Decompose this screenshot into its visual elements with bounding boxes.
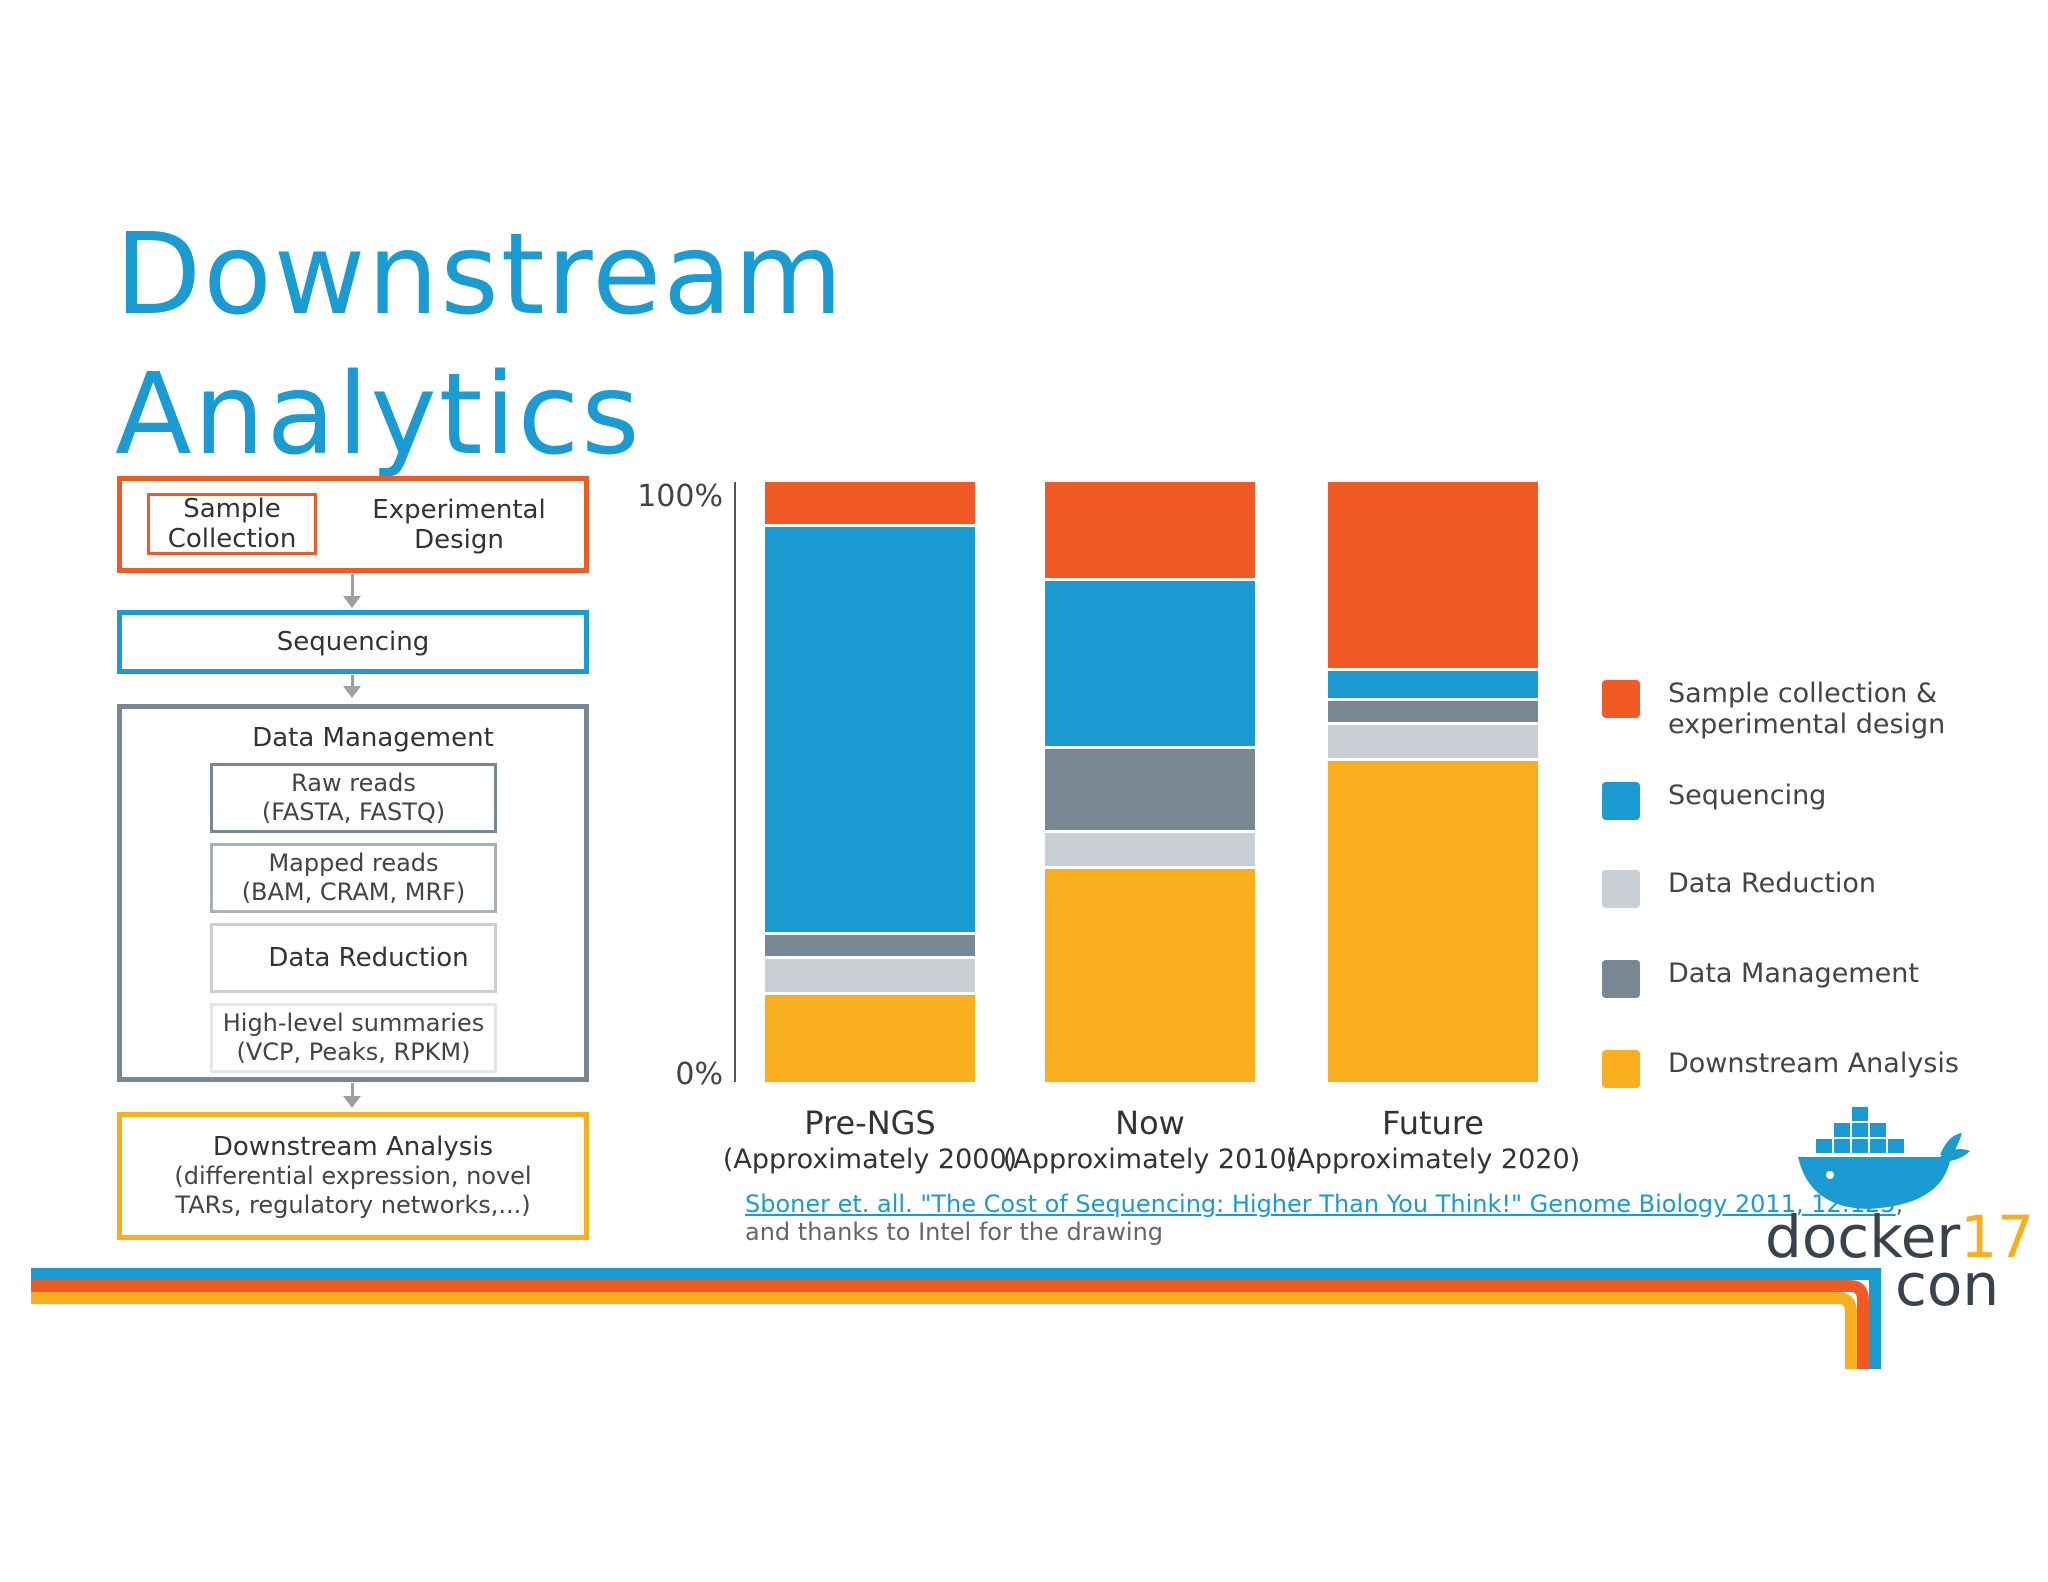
x-tick-label-3: Future [1382, 1104, 1484, 1142]
page-title-line2: Analytics [115, 350, 642, 480]
legend-swatch [1602, 782, 1640, 820]
page-title-line1: Downstream [115, 210, 845, 340]
downstream-line1: Downstream Analysis [212, 1132, 494, 1162]
sample-design-box: Sample Collection Experimental Design [117, 476, 589, 573]
flow-arrow-2-head [343, 686, 361, 698]
mapped-reads-line1: Mapped reads [268, 849, 439, 877]
bar-future-data-reduction [1328, 725, 1538, 758]
bar-pre-ngs-sample-collection-experimental-design [765, 482, 975, 524]
con-wordmark: con [1895, 1251, 2000, 1319]
x-tick-label-1: Pre-NGS [804, 1104, 935, 1142]
legend-label: Data Management [1668, 958, 1919, 989]
bar-now-downstream-analysis [1045, 869, 1255, 1082]
flow-arrow-1 [351, 574, 354, 598]
summaries-line1: High-level summaries [222, 1009, 485, 1037]
x-tick-sublabel-2: (Approximately 2010) [1003, 1144, 1297, 1175]
downstream-line3: TARs, regulatory networks,...) [175, 1191, 531, 1219]
experimental-design-line1: Experimental [372, 495, 546, 525]
page-title: Downstream Analytics [115, 205, 1015, 485]
bar-future-sequencing [1328, 671, 1538, 698]
legend-item-1: Sample collection & experimental design [1602, 678, 1968, 740]
flow-arrow-1-head [343, 596, 361, 608]
legend-swatch [1602, 870, 1640, 908]
data-management-label: Data Management [252, 723, 494, 753]
flow-arrow-3 [351, 1083, 354, 1098]
x-tick-sublabel-3: (Approximately 2020) [1286, 1144, 1580, 1175]
data-reduction-label: Data Reduction [268, 943, 469, 973]
experimental-design-line2: Design [414, 525, 504, 555]
legend-swatch [1602, 680, 1640, 718]
docker-number: 17 [1960, 1203, 2035, 1271]
legend-swatch [1602, 960, 1640, 998]
raw-reads-line1: Raw reads [291, 769, 416, 797]
raw-reads-line2: (FASTA, FASTQ) [261, 798, 446, 826]
mapped-reads-box: Mapped reads (BAM, CRAM, MRF) [210, 843, 497, 913]
summaries-line2: (VCP, Peaks, RPKM) [236, 1038, 471, 1066]
downstream-analysis-box: Downstream Analysis (differential expres… [117, 1112, 589, 1240]
experimental-design-label: Experimental Design [354, 491, 564, 559]
bar-pre-ngs-downstream-analysis [765, 995, 975, 1082]
legend-item-5: Downstream Analysis [1602, 1048, 1968, 1088]
summaries-box: High-level summaries (VCP, Peaks, RPKM) [210, 1003, 497, 1073]
docker-whale-icon [1798, 1107, 1970, 1209]
docker-wordmark: docker17 [1765, 1207, 2034, 1267]
data-management-box: Data Management Raw reads (FASTA, FASTQ)… [117, 704, 589, 1082]
bar-pre-ngs-sequencing [765, 527, 975, 932]
bar-future-data-management [1328, 701, 1538, 722]
downstream-line2: (differential expression, novel [174, 1162, 532, 1190]
legend-item-3: Data Reduction [1602, 868, 1968, 908]
citation-link[interactable]: Sboner et. all. "The Cost of Sequencing:… [745, 1190, 1896, 1218]
legend-item-4: Data Management [1602, 958, 1968, 998]
y-tick-label-0: 0% [675, 1057, 723, 1092]
bar-now-data-reduction [1045, 833, 1255, 866]
legend-item-2: Sequencing [1602, 780, 1968, 820]
sequencing-label: Sequencing [276, 627, 430, 657]
stacked-bar-chart: 100%0%Pre-NGS(Approximately 2000)Now(App… [640, 479, 1580, 1175]
flow-arrow-2 [351, 675, 354, 688]
stripe-yellow [31, 1292, 1857, 1369]
x-tick-label-2: Now [1115, 1104, 1185, 1142]
bar-future-sample-collection-experimental-design [1328, 482, 1538, 668]
x-tick-sublabel-1: (Approximately 2000) [723, 1144, 1017, 1175]
stripe-blue [31, 1268, 1881, 1369]
citation: Sboner et. all. "The Cost of Sequencing:… [745, 1190, 1903, 1246]
citation-thanks: and thanks to Intel for the drawing [745, 1218, 1164, 1246]
bar-pre-ngs-data-reduction [765, 959, 975, 992]
decorative-stripes [31, 1268, 1881, 1369]
legend-label: Data Reduction [1668, 868, 1877, 899]
bar-pre-ngs-data-management [765, 935, 975, 956]
flow-arrow-3-head [343, 1096, 361, 1108]
legend-label: Sequencing [1668, 780, 1827, 811]
legend-label: Sample collection & experimental design [1668, 678, 1946, 740]
docker-word: docker [1765, 1203, 1961, 1271]
mapped-reads-line2: (BAM, CRAM, MRF) [241, 878, 466, 906]
sequencing-box: Sequencing [117, 610, 589, 674]
sample-collection-box: Sample Collection [147, 493, 317, 555]
legend-swatch [1602, 1050, 1640, 1088]
dockercon-logo: docker17 con [1765, 1105, 2034, 1315]
bar-now-data-management [1045, 749, 1255, 830]
y-tick-label-100: 100% [640, 479, 723, 514]
sample-collection-line2: Collection [167, 524, 297, 554]
bar-now-sequencing [1045, 581, 1255, 746]
sample-collection-line1: Sample [183, 494, 281, 524]
data-reduction-box: Data Reduction [210, 923, 497, 993]
raw-reads-box: Raw reads (FASTA, FASTQ) [210, 763, 497, 833]
bar-now-sample-collection-experimental-design [1045, 482, 1255, 578]
bar-future-downstream-analysis [1328, 761, 1538, 1082]
stripe-orange [31, 1280, 1869, 1369]
legend-label: Downstream Analysis [1668, 1048, 1959, 1079]
